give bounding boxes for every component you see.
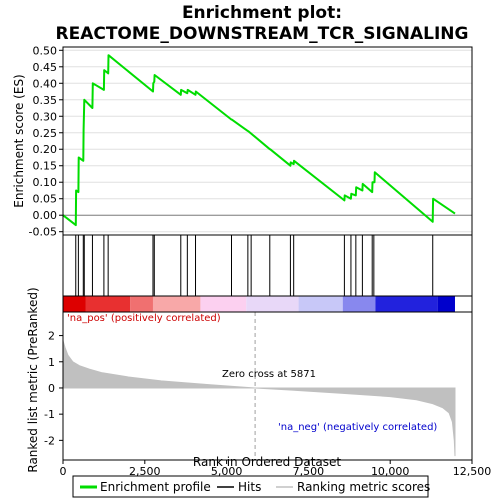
heat-segment <box>130 296 153 312</box>
es-panel: -0.05 0.00 0.05 0.10 0.15 0.20 0.25 0.30 0.35 0.4… <box>29 44 473 239</box>
ranking-metric-area <box>62 340 456 457</box>
es-ytick-label: 0.10 <box>33 176 58 189</box>
heat-segment <box>375 296 438 312</box>
na-neg-label: 'na_neg' (negatively correlated) <box>278 422 437 433</box>
hits-frame <box>62 234 473 297</box>
heat-segment <box>63 296 86 312</box>
es-ylabel: Enrichment score (ES) <box>12 74 26 207</box>
heat-segment <box>246 296 299 312</box>
es-plot-area <box>63 47 472 235</box>
x-tick-label: 10,000 <box>371 465 410 478</box>
x-tick-label: 2,500 <box>129 465 161 478</box>
es-ytick-label: 0.00 <box>33 209 58 222</box>
legend-label-hits: Hits <box>238 480 261 494</box>
heat-segment <box>298 296 343 312</box>
heat-segment <box>152 296 201 312</box>
es-ytick-label: 0.15 <box>33 160 58 173</box>
es-ytick-label: 0.35 <box>33 94 58 107</box>
enrichment-profile-line <box>62 54 456 227</box>
heat-bar <box>62 295 473 313</box>
heat-segment <box>85 296 131 312</box>
legend-label-enrichment-profile: Enrichment profile <box>100 480 211 494</box>
ranked-ytick-label: 0 <box>48 382 55 395</box>
ranked-ylabel: Ranked list metric (PreRanked) <box>26 287 40 472</box>
ranked-ytick-label: 2 <box>48 330 55 343</box>
ranked-frame <box>62 311 473 461</box>
ranked-ytick-label: -2 <box>44 434 55 447</box>
heat-segment <box>200 296 247 312</box>
hits-panel <box>62 234 473 297</box>
x-tick-label: 7,500 <box>293 465 325 478</box>
es-ytick-label: 0.25 <box>33 127 58 140</box>
zero-cross-label: Zero cross at 5871 <box>222 369 316 380</box>
x-tick-label: 0 <box>60 465 67 478</box>
x-tick-label: 5,000 <box>211 465 243 478</box>
ranked-metric-panel: -2 -1 0 1 2 0 2,500 5,000 7,500 10,000 12,500 <box>44 311 492 478</box>
x-axis-label: Rank in Ordered Dataset <box>193 455 341 469</box>
es-ytick-label: 0.05 <box>33 193 58 206</box>
es-ytick-label: 0.45 <box>33 61 58 74</box>
es-ytick-label: 0.30 <box>33 110 58 123</box>
chart-subtitle: REACTOME_DOWNSTREAM_TCR_SIGNALING <box>56 24 469 44</box>
ranked-ytick-label: 1 <box>48 356 55 369</box>
na-pos-label: 'na_pos' (positively correlated) <box>67 313 221 324</box>
legend: Enrichment profile Hits Ranking metric s… <box>72 475 430 498</box>
ranked-ytick-label: -1 <box>44 408 55 421</box>
es-ytick-label: 0.20 <box>33 143 58 156</box>
legend-label-ranking-metric-scores: Ranking metric scores <box>297 480 430 494</box>
es-ytick-label: 0.40 <box>33 77 58 90</box>
legend-box <box>72 475 429 498</box>
chart-title: Enrichment plot: <box>182 3 342 23</box>
heat-segment <box>342 296 376 312</box>
es-ytick-label: 0.50 <box>33 44 58 57</box>
x-tick-label: 12,500 <box>453 465 492 478</box>
es-ytick-label: -0.05 <box>29 226 57 239</box>
heat-segment <box>437 296 455 312</box>
